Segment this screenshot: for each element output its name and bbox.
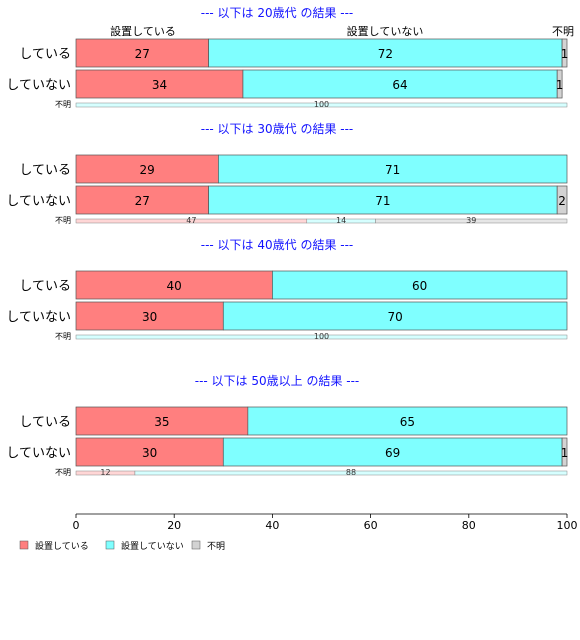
panel-3: --- 以下は 50歳以上 の結果 --- している 35 65 していない 30 69 1 不… xyxy=(6,374,568,477)
bar-segment xyxy=(222,437,563,467)
data-label: 71 xyxy=(385,163,400,177)
bar-segment xyxy=(208,38,563,68)
x-tick-label: 0 xyxy=(73,519,80,532)
row-label: していない xyxy=(6,310,71,325)
data-label: 72 xyxy=(378,47,393,61)
panel-1: --- 以下は 30歳代 の結果 --- している 29 71 していない 27 71 2 不明… xyxy=(6,122,568,225)
legend-label: 不明 xyxy=(207,541,225,552)
legend-swatch xyxy=(105,540,115,550)
bar-segment xyxy=(75,154,219,184)
legend-label: 設置していない xyxy=(121,540,184,552)
row-label: していない xyxy=(6,194,71,209)
legend-swatch xyxy=(19,540,29,550)
bar-segment xyxy=(561,38,568,68)
data-label: 71 xyxy=(375,194,390,208)
panel-2: --- 以下は 40歳代 の結果 --- している 40 60 していない 30 70 不明 1… xyxy=(6,238,568,341)
x-tick-label: 40 xyxy=(265,519,279,532)
data-label: 30 xyxy=(142,446,157,460)
bar-segment xyxy=(75,270,273,300)
bar-segment xyxy=(75,437,224,467)
unknown-segment xyxy=(75,334,568,340)
unknown-row-label: 不明 xyxy=(55,100,71,109)
unknown-row-label: 不明 xyxy=(55,216,71,225)
x-tick-label: 80 xyxy=(462,519,476,532)
bar-segment xyxy=(247,406,568,436)
x-tick-label: 60 xyxy=(364,519,378,532)
data-label: 40 xyxy=(167,279,182,293)
row-label: していない xyxy=(6,78,71,93)
data-label: 2 xyxy=(558,194,566,208)
bar-segment xyxy=(75,406,249,436)
panel-title: --- 以下は 40歳代 の結果 --- xyxy=(201,238,354,252)
column-label-1: 設置していない xyxy=(347,24,424,38)
unknown-data-label: 88 xyxy=(346,468,356,477)
column-label-2: 不明 xyxy=(552,25,574,38)
data-label: 69 xyxy=(385,446,400,460)
panel-title: --- 以下は 50歳以上 の結果 --- xyxy=(195,374,360,388)
unknown-segment xyxy=(375,218,568,224)
bar-segment xyxy=(222,301,568,331)
unknown-data-label: 39 xyxy=(466,216,476,225)
bar-segment xyxy=(75,185,209,215)
bar-segment xyxy=(556,69,563,99)
bar-segment xyxy=(561,437,568,467)
unknown-data-label: 47 xyxy=(186,216,196,225)
bar-segment xyxy=(272,270,568,300)
unknown-segment xyxy=(75,102,568,108)
data-label: 29 xyxy=(140,163,155,177)
data-label: 30 xyxy=(142,310,157,324)
bar-segment xyxy=(556,185,568,215)
row-label: している xyxy=(19,279,71,294)
panel-title: --- 以下は 20歳代 の結果 --- xyxy=(201,6,354,20)
bar-segment xyxy=(218,154,568,184)
data-label: 70 xyxy=(388,310,403,324)
legend-label: 設置している xyxy=(35,540,89,552)
data-label: 27 xyxy=(135,47,150,61)
data-label: 64 xyxy=(392,78,407,92)
unknown-row-label: 不明 xyxy=(55,332,71,341)
bar-segment xyxy=(75,38,209,68)
data-label: 65 xyxy=(400,415,415,429)
data-label: 27 xyxy=(135,194,150,208)
x-tick-label: 100 xyxy=(557,519,578,532)
data-label: 60 xyxy=(412,279,427,293)
row-label: している xyxy=(19,163,71,178)
unknown-segment xyxy=(134,470,568,476)
data-label: 1 xyxy=(561,47,569,61)
row-label: していない xyxy=(6,446,71,461)
legend: 設置している 設置していない 不明 xyxy=(19,540,225,552)
data-label: 35 xyxy=(154,415,169,429)
unknown-row-label: 不明 xyxy=(55,468,71,477)
column-label-0: 設置している xyxy=(110,24,176,38)
unknown-data-label: 100 xyxy=(314,332,329,341)
unknown-data-label: 12 xyxy=(100,468,110,477)
bar-segment xyxy=(75,301,224,331)
unknown-data-label: 100 xyxy=(314,100,329,109)
x-axis: 0 20 40 60 80 100 xyxy=(73,513,578,532)
panel-title: --- 以下は 30歳代 の結果 --- xyxy=(201,122,354,136)
legend-swatch xyxy=(191,540,201,550)
data-label: 1 xyxy=(561,446,569,460)
row-label: している xyxy=(19,415,71,430)
data-label: 34 xyxy=(152,78,167,92)
x-tick-label: 20 xyxy=(167,519,181,532)
data-label: 1 xyxy=(556,78,564,92)
unknown-data-label: 14 xyxy=(336,216,346,225)
row-label: している xyxy=(19,47,71,62)
